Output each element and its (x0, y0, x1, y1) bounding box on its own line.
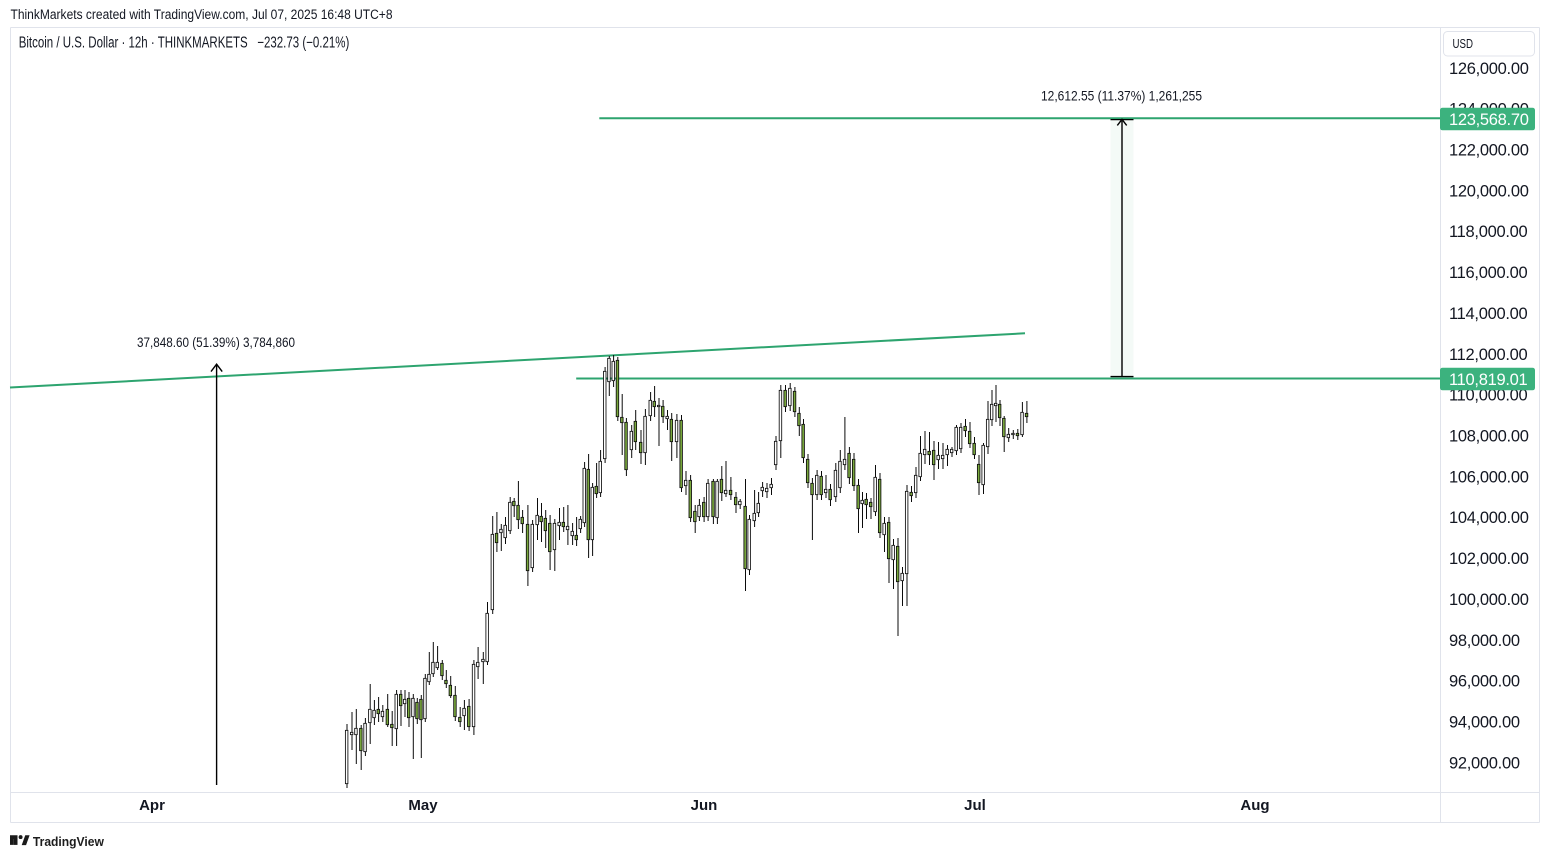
svg-text:118,000.00: 118,000.00 (1449, 223, 1527, 241)
svg-text:104,000.00: 104,000.00 (1449, 509, 1529, 527)
svg-text:ThinkMarkets created with Trad: ThinkMarkets created with TradingView.co… (11, 7, 393, 22)
svg-text:94,000.00: 94,000.00 (1449, 714, 1520, 732)
svg-text:100,000.00: 100,000.00 (1449, 591, 1529, 609)
svg-text:Apr: Apr (139, 797, 165, 814)
svg-text:108,000.00: 108,000.00 (1449, 428, 1529, 446)
svg-text:Bitcoin / U.S. Dollar · 12h ·: Bitcoin / U.S. Dollar · 12h · THINKMARKE… (19, 35, 350, 52)
svg-text:Jun: Jun (691, 797, 718, 814)
svg-text:37,848.60 (51.39%) 3,784,860: 37,848.60 (51.39%) 3,784,860 (137, 335, 295, 350)
svg-text:98,000.00: 98,000.00 (1449, 632, 1520, 650)
svg-text:102,000.00: 102,000.00 (1449, 550, 1529, 568)
svg-text:106,000.00: 106,000.00 (1449, 468, 1529, 486)
svg-text:12,612.55 (11.37%) 1,261,255: 12,612.55 (11.37%) 1,261,255 (1041, 89, 1202, 104)
svg-text:110,819.01: 110,819.01 (1449, 371, 1527, 389)
svg-text:96,000.00: 96,000.00 (1449, 673, 1520, 691)
svg-text:114,000.00: 114,000.00 (1449, 305, 1527, 323)
svg-text:110,000.00: 110,000.00 (1449, 387, 1527, 405)
svg-text:USD: USD (1453, 37, 1474, 51)
svg-text:122,000.00: 122,000.00 (1449, 142, 1529, 160)
svg-text:92,000.00: 92,000.00 (1449, 754, 1520, 772)
svg-text:120,000.00: 120,000.00 (1449, 182, 1529, 200)
svg-text:116,000.00: 116,000.00 (1449, 264, 1527, 282)
svg-text:126,000.00: 126,000.00 (1449, 60, 1529, 78)
svg-text:May: May (408, 797, 438, 814)
svg-text:TradingView: TradingView (33, 834, 105, 849)
svg-text:Jul: Jul (964, 797, 986, 814)
svg-text:112,000.00: 112,000.00 (1449, 346, 1527, 364)
svg-text:Aug: Aug (1240, 797, 1269, 814)
svg-text:123,568.70: 123,568.70 (1449, 111, 1529, 129)
